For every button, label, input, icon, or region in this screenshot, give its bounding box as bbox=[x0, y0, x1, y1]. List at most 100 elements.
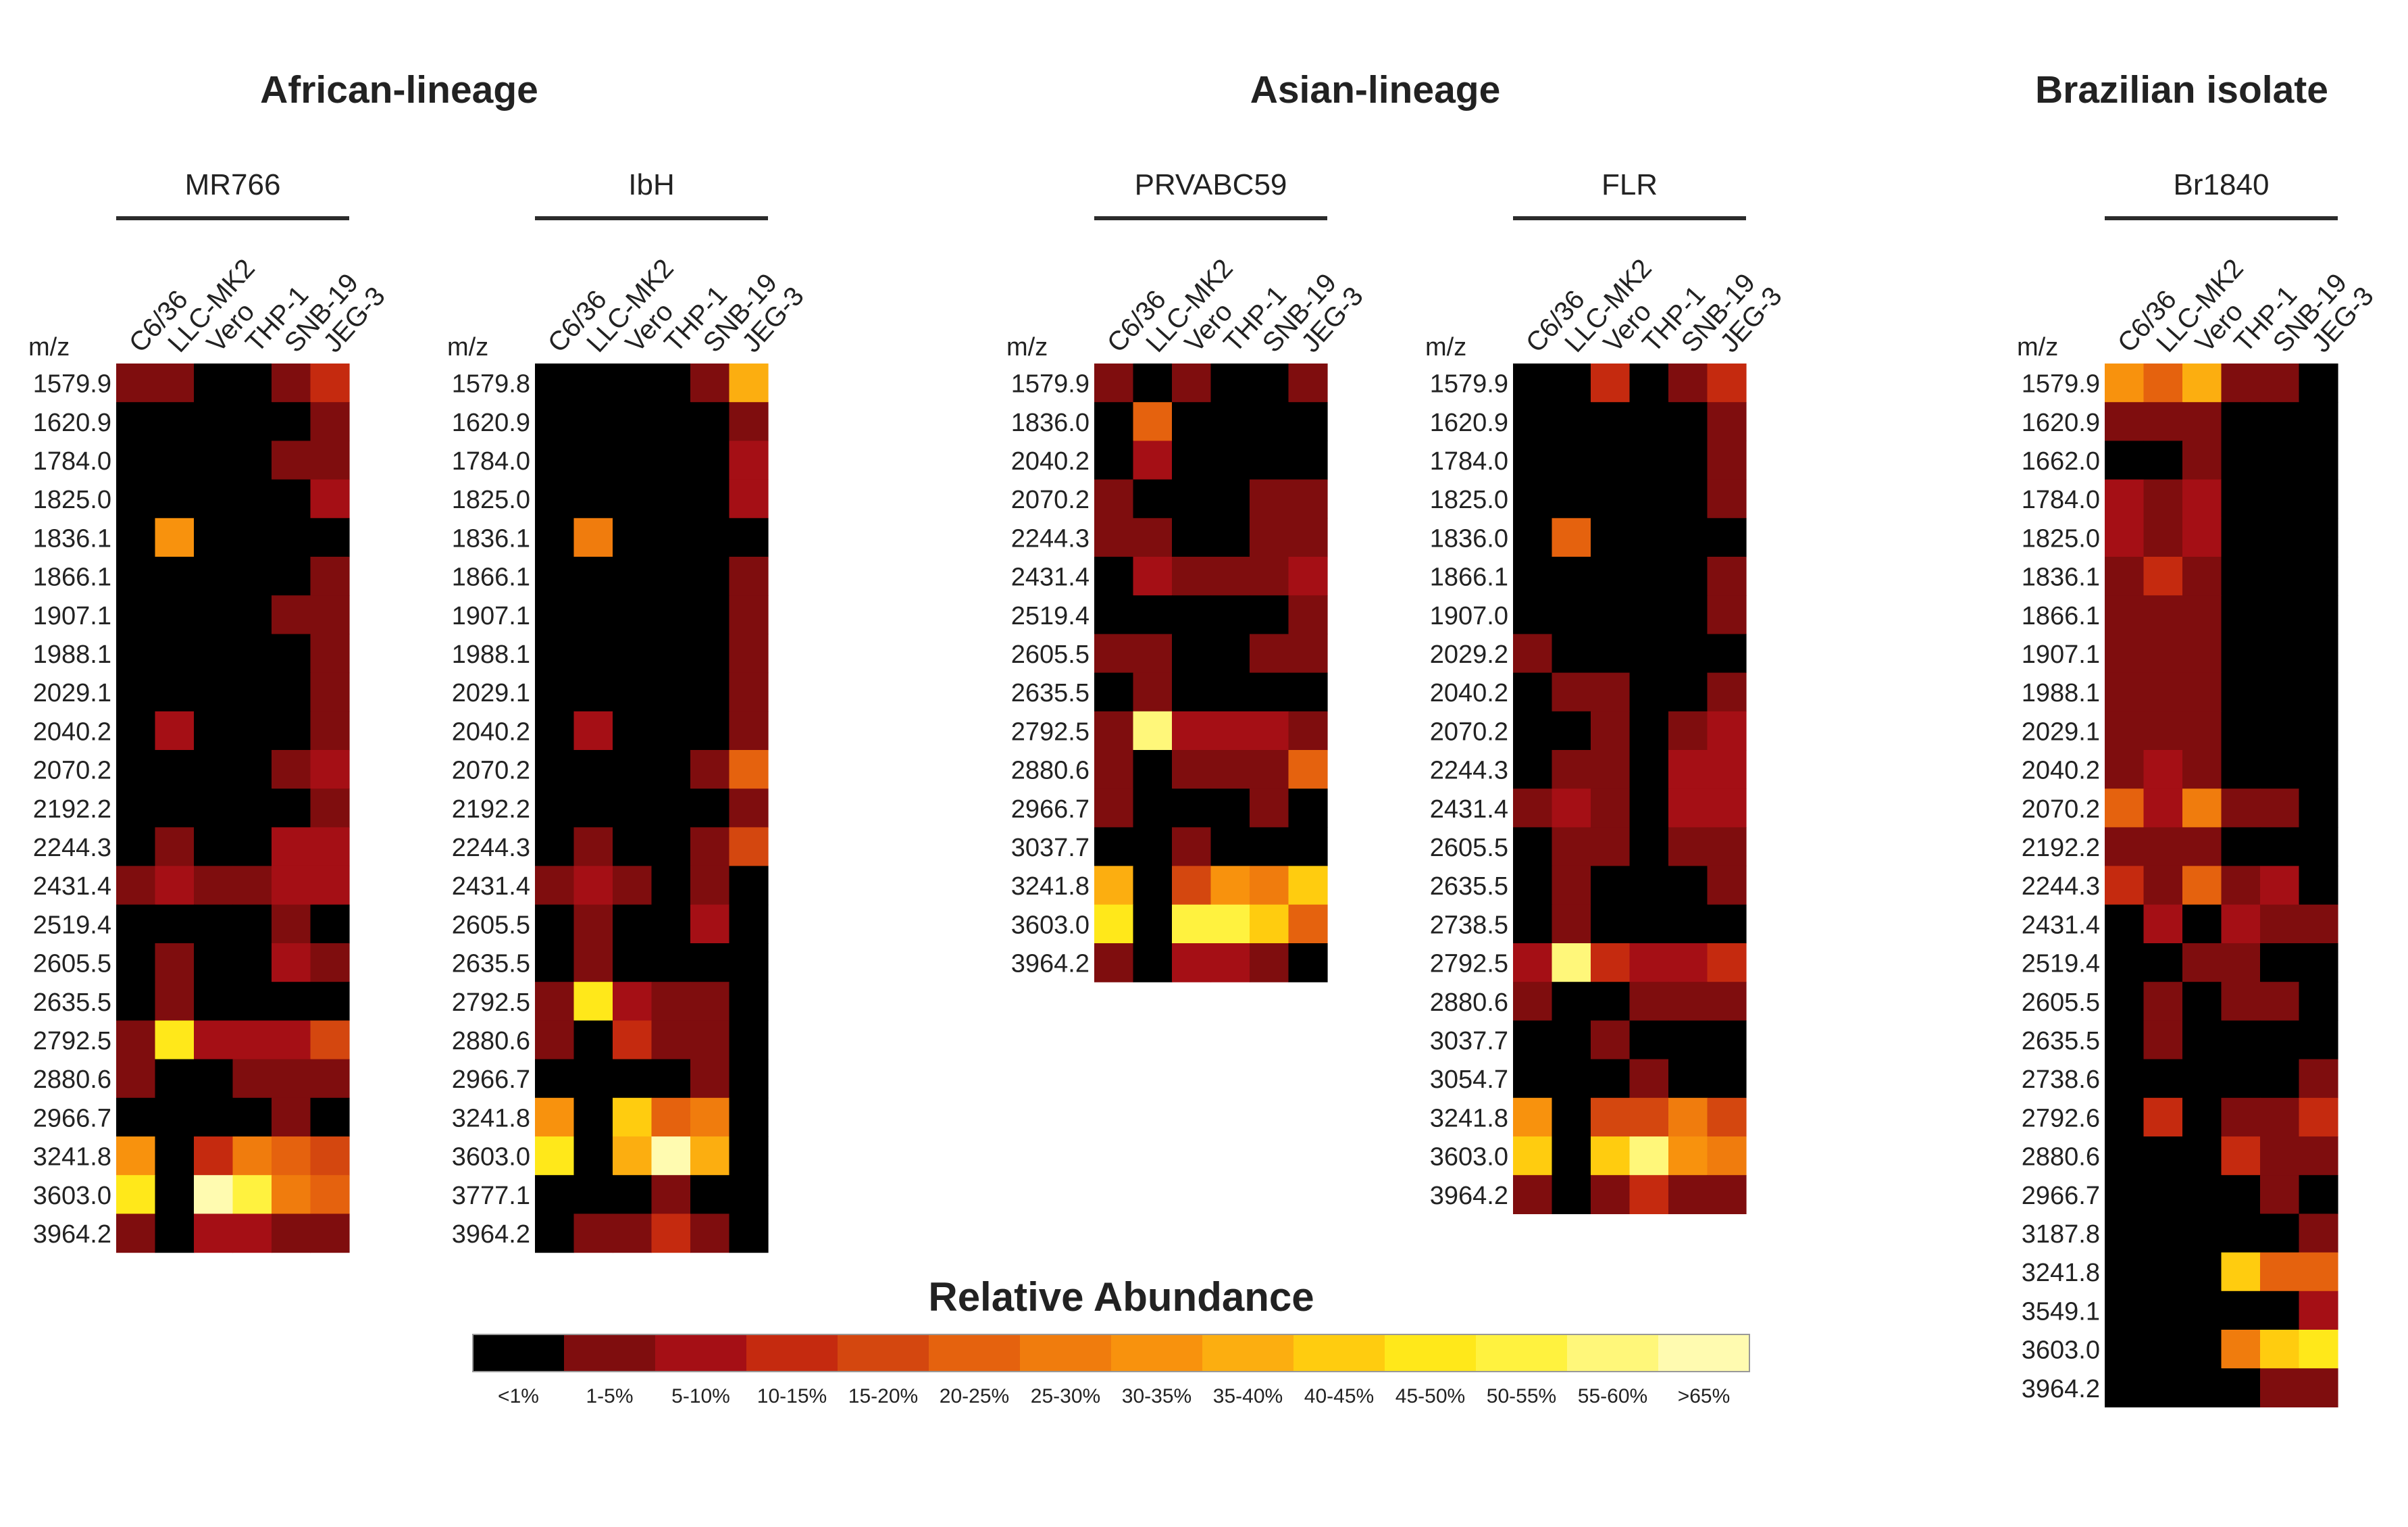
heatmap-cell bbox=[232, 1213, 272, 1253]
heatmap-cell bbox=[2182, 982, 2222, 1021]
heatmap-cell bbox=[310, 1059, 350, 1099]
heatmap-cell bbox=[194, 1059, 234, 1099]
heatmap-cell bbox=[310, 711, 350, 751]
heatmap-cell bbox=[2105, 750, 2145, 789]
heatmap-cell bbox=[573, 1175, 613, 1214]
heatmap-cell bbox=[651, 1020, 691, 1060]
heatmap-cell bbox=[535, 750, 575, 789]
heatmap-cell bbox=[1591, 672, 1631, 712]
heatmap-cell bbox=[194, 634, 234, 674]
heatmap-cell bbox=[535, 982, 575, 1021]
heatmap-cell bbox=[272, 634, 311, 674]
heatmap-cell bbox=[690, 1175, 730, 1214]
legend-swatch bbox=[1111, 1334, 1203, 1372]
row-label: 3187.8 bbox=[2022, 1220, 2100, 1249]
row-label: 1907.0 bbox=[1430, 602, 1508, 630]
heatmap-cell bbox=[573, 672, 613, 712]
heatmap-cell bbox=[651, 866, 691, 905]
heatmap-cell bbox=[1210, 402, 1250, 441]
heatmap-cell bbox=[1668, 1136, 1708, 1176]
heatmap-cell bbox=[729, 364, 769, 403]
heatmap-cell bbox=[1250, 827, 1289, 867]
heatmap-cell bbox=[310, 1020, 350, 1060]
heatmap-cell bbox=[651, 1136, 691, 1176]
heatmap-cell bbox=[194, 1175, 234, 1214]
heatmap-cell bbox=[272, 750, 311, 789]
heatmap-cell bbox=[2143, 904, 2183, 944]
heatmap-cell bbox=[1172, 750, 1212, 789]
heatmap-cell bbox=[1668, 595, 1708, 634]
heatmap-cell bbox=[155, 595, 195, 634]
heatmap-cell bbox=[2221, 827, 2261, 867]
row-label: 2966.7 bbox=[1011, 795, 1090, 824]
heatmap-cell bbox=[2299, 788, 2338, 828]
heatmap-cell bbox=[1591, 518, 1631, 557]
heatmap-cell bbox=[272, 595, 311, 634]
heatmap-cell bbox=[272, 1175, 311, 1214]
heatmap-cell bbox=[155, 634, 195, 674]
heatmap-cell bbox=[613, 1059, 652, 1099]
legend-label: 1-5% bbox=[586, 1385, 633, 1407]
heatmap-cell bbox=[2260, 1175, 2300, 1214]
heatmap-cell bbox=[690, 943, 730, 982]
heatmap-cell bbox=[1629, 943, 1669, 982]
row-label: 2070.2 bbox=[33, 757, 111, 785]
heatmap-cell bbox=[1210, 557, 1250, 596]
heatmap-cell bbox=[1094, 518, 1134, 557]
heatmap-cell bbox=[1591, 904, 1631, 944]
heatmap-cell bbox=[232, 518, 272, 557]
heatmap-cell bbox=[2105, 904, 2145, 944]
heatmap-cell bbox=[535, 479, 575, 519]
heatmap-cell bbox=[1133, 904, 1173, 944]
heatmap-cell bbox=[232, 1059, 272, 1099]
heatmap-cell bbox=[2182, 441, 2222, 480]
row-label: 3964.2 bbox=[33, 1220, 111, 1249]
heatmap-cell bbox=[1668, 788, 1708, 828]
row-label: 1784.0 bbox=[33, 447, 111, 476]
row-label: 1825.0 bbox=[33, 486, 111, 514]
heatmap-cell bbox=[1629, 364, 1669, 403]
heatmap-cell bbox=[690, 1097, 730, 1137]
row-label: 2431.4 bbox=[1011, 564, 1090, 592]
row-label: 2966.7 bbox=[33, 1104, 111, 1132]
heatmap-cell bbox=[310, 866, 350, 905]
legend-title: Relative Abundance bbox=[928, 1274, 1314, 1320]
heatmap-cell bbox=[2260, 982, 2300, 1021]
heatmap-cell bbox=[116, 943, 156, 982]
heatmap-cell bbox=[1250, 711, 1289, 751]
heatmap-cell bbox=[1707, 711, 1747, 751]
heatmap-cell bbox=[613, 1175, 652, 1214]
heatmap-cell bbox=[2143, 788, 2183, 828]
heatmap-cell bbox=[1250, 904, 1289, 944]
heatmap-cell bbox=[1668, 441, 1708, 480]
row-label: 2244.3 bbox=[33, 834, 111, 862]
heatmap-cell bbox=[1668, 1097, 1708, 1137]
heatmap-cell bbox=[1668, 1059, 1708, 1099]
heatmap-cell bbox=[1552, 634, 1591, 674]
heatmap-cell bbox=[1552, 1097, 1591, 1137]
heatmap-cell bbox=[1172, 904, 1212, 944]
heatmap-cell bbox=[2299, 827, 2338, 867]
heatmap-cell bbox=[651, 402, 691, 441]
heatmap-cell bbox=[613, 1020, 652, 1060]
heatmap-cell bbox=[729, 711, 769, 751]
row-label: 1620.9 bbox=[2022, 409, 2100, 437]
row-label: 1836.1 bbox=[452, 524, 530, 553]
heatmap-cell bbox=[2260, 1330, 2300, 1369]
heatmap-cell bbox=[729, 982, 769, 1021]
heatmap-cell bbox=[310, 402, 350, 441]
heatmap-cell bbox=[2105, 1097, 2145, 1137]
heatmap-cell bbox=[1133, 827, 1173, 867]
heatmap-cell bbox=[613, 750, 652, 789]
heatmap-cell bbox=[1668, 904, 1708, 944]
heatmap-cell bbox=[1552, 904, 1591, 944]
legend-label: 35-40% bbox=[1213, 1385, 1283, 1407]
heatmap-cell bbox=[1210, 827, 1250, 867]
heatmap-cell bbox=[1591, 1136, 1631, 1176]
heatmap-cell bbox=[651, 634, 691, 674]
heatmap-cell bbox=[155, 672, 195, 712]
heatmap-cell bbox=[613, 982, 652, 1021]
row-label: 2519.4 bbox=[1011, 602, 1090, 630]
heatmap-cell bbox=[573, 1097, 613, 1137]
